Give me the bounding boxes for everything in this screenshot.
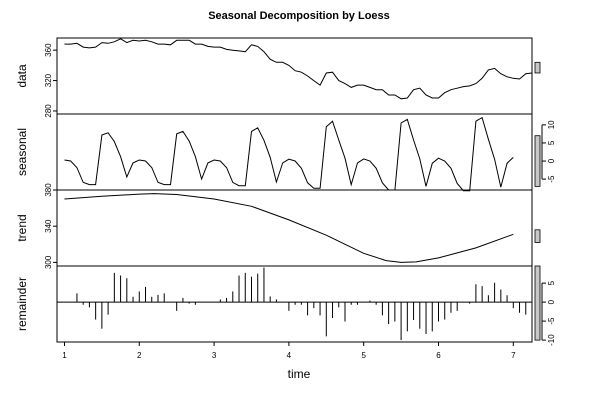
panels-group: 280 320 360 data -5 0 5 10 seasonal 300 340 380 tren…: [15, 37, 556, 346]
scale-bar-data: [534, 61, 541, 74]
series-line-seasonal: [64, 116, 514, 192]
x-tick-label: 2: [137, 351, 142, 360]
x-tick-label: 6: [436, 351, 441, 360]
panel-frame-data: [56, 37, 533, 115]
y-tick-label: 380: [44, 183, 53, 197]
y-axis-label-data: data: [15, 64, 29, 88]
y-tick-label: 0: [547, 299, 556, 304]
scale-bar-remainder: [534, 265, 541, 341]
x-tick-label: 1: [62, 351, 67, 360]
y-tick-label: -5: [547, 175, 556, 183]
scale-bar-seasonal: [534, 135, 541, 187]
series-line-trend: [64, 193, 514, 263]
y-tick-label: 5: [547, 280, 556, 285]
panel-frame-trend: [56, 189, 533, 267]
panel-frame-seasonal: [56, 113, 533, 191]
y-tick-label: 280: [44, 104, 53, 118]
y-tick-label: 320: [44, 73, 53, 87]
panel-data: 280 320 360 data: [15, 37, 541, 118]
time-axis: 1 2 3 4 5 6 7: [62, 342, 516, 360]
x-axis-label: time: [288, 367, 311, 381]
y-tick-label: 360: [44, 43, 53, 57]
y-tick-label: 300: [44, 255, 53, 269]
y-tick-label: 0: [547, 158, 556, 163]
panel-remainder: -10 -5 0 5 remainder: [15, 265, 556, 346]
y-axis-label-trend: trend: [15, 214, 29, 241]
series-line-data: [64, 38, 533, 100]
y-tick-label: 10: [547, 120, 556, 129]
y-axis-label-seasonal: seasonal: [15, 128, 29, 176]
y-axis-label-remainder: remainder: [15, 277, 29, 331]
x-tick-label: 7: [511, 351, 516, 360]
y-tick-label: -5: [547, 317, 556, 325]
scale-bar-trend: [534, 229, 541, 243]
chart-title: Seasonal Decomposition by Loess: [208, 10, 390, 22]
y-tick-label: 340: [44, 219, 53, 233]
panel-seasonal: -5 0 5 10 seasonal: [15, 113, 556, 192]
y-tick-label: -10: [547, 334, 556, 346]
y-tick-label: 5: [547, 140, 556, 145]
panel-frame-remainder: [56, 265, 533, 343]
panel-trend: 300 340 380 trend: [15, 183, 541, 269]
x-tick-label: 5: [361, 351, 366, 360]
x-tick-label: 3: [212, 351, 217, 360]
x-tick-label: 4: [287, 351, 292, 360]
